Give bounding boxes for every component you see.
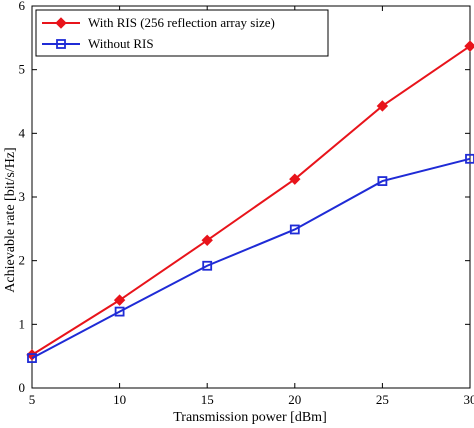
legend-box bbox=[35, 9, 329, 57]
legend-label: Without RIS bbox=[88, 36, 154, 51]
legend-marker bbox=[56, 39, 66, 49]
data-point bbox=[289, 224, 300, 235]
legend-entry: With RIS (256 reflection array size) bbox=[42, 15, 275, 30]
legend-entry: Without RIS bbox=[42, 36, 154, 51]
x-tick-label: 15 bbox=[201, 392, 214, 407]
data-point bbox=[464, 40, 474, 52]
legend-marker bbox=[55, 17, 67, 29]
data-point bbox=[113, 294, 126, 306]
legend: With RIS (256 reflection array size) With… bbox=[35, 9, 329, 57]
data-point bbox=[376, 100, 389, 112]
x-tick-label: 30 bbox=[464, 392, 474, 407]
data-point bbox=[377, 176, 388, 186]
data-point bbox=[289, 173, 301, 185]
y-tick-label: 2 bbox=[19, 253, 26, 268]
y-tick-label: 0 bbox=[19, 380, 26, 395]
series-2 bbox=[27, 153, 474, 363]
axis-ticks: 5 10 15 20 25 30 0 1 2 3 4 5 6 bbox=[19, 0, 474, 407]
legend-label: With RIS (256 reflection array size) bbox=[88, 15, 275, 30]
plot-area bbox=[31, 5, 471, 389]
x-axis-title: Transmission power [dBm] bbox=[173, 410, 327, 425]
data-point bbox=[202, 260, 213, 271]
x-tick-label: 25 bbox=[376, 392, 389, 407]
y-tick-label: 4 bbox=[19, 125, 26, 140]
x-tick-label: 10 bbox=[113, 392, 126, 407]
series-layer bbox=[26, 40, 474, 363]
data-point bbox=[201, 234, 213, 247]
y-tick-label: 6 bbox=[19, 0, 26, 13]
x-tick-label: 20 bbox=[288, 392, 301, 407]
x-tick-label: 5 bbox=[29, 392, 36, 407]
data-point bbox=[465, 153, 474, 164]
series-line bbox=[31, 157, 471, 359]
y-tick-label: 1 bbox=[19, 316, 26, 331]
data-point bbox=[114, 306, 125, 317]
y-tick-label: 5 bbox=[19, 62, 26, 77]
series-1 bbox=[26, 40, 474, 361]
y-tick-label: 3 bbox=[19, 189, 26, 204]
y-axis-title: Achievable rate [bit/s/Hz] bbox=[3, 147, 18, 292]
plot-border bbox=[31, 5, 471, 389]
series-line bbox=[31, 45, 471, 356]
data-point bbox=[27, 353, 37, 363]
